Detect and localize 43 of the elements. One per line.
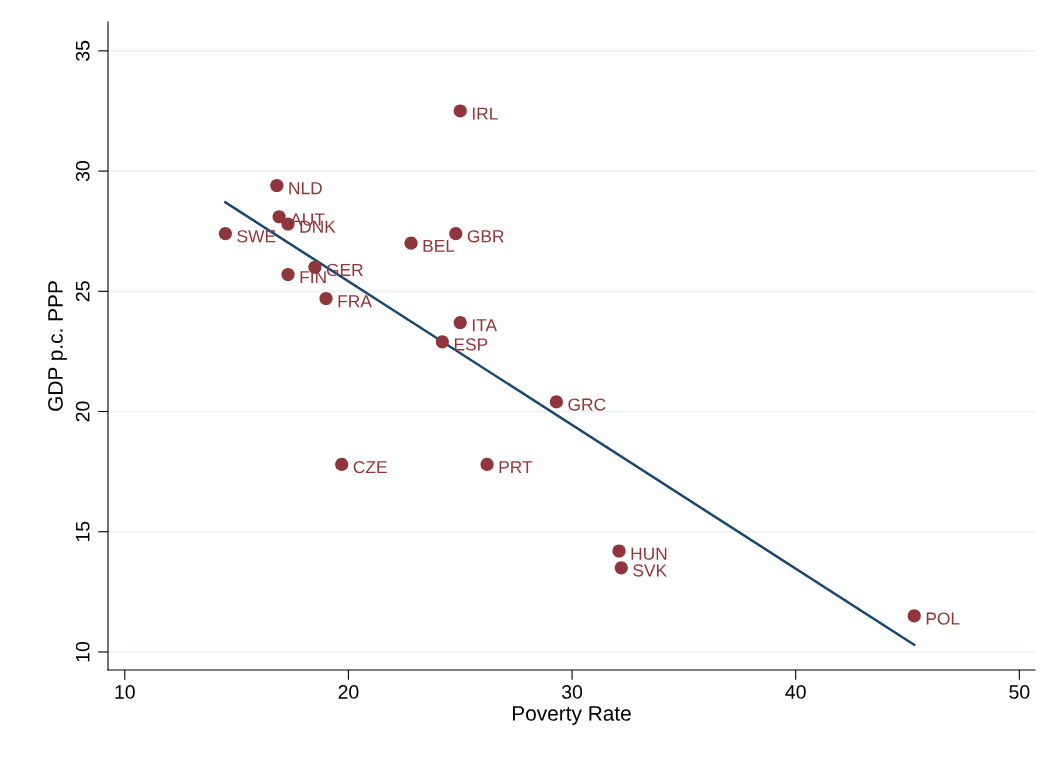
point [453,104,467,118]
annotation: PRT [499,461,533,474]
point [319,291,333,306]
annotation: GBR [467,230,504,243]
y-tick-label: 10 [75,641,90,662]
x-tick-label: 40 [785,685,806,699]
point [612,544,626,558]
y-axis-title: GDP p.c. PPP [48,281,67,411]
y-tick-label: 35 [75,40,90,61]
point [335,457,349,472]
y-tick-label: 20 [75,401,90,422]
x-tick-label: 10 [115,685,135,699]
annotation: GRC [568,398,606,411]
annotation: ITA [472,319,498,332]
point [435,335,449,349]
annotation: FRA [338,295,372,308]
annotation: NLD [289,182,322,195]
point [272,210,286,224]
point [453,315,467,330]
point [907,609,921,623]
point [270,178,284,193]
y-tick-label: 25 [75,281,90,302]
x-tick-label: 30 [561,685,583,699]
point [549,395,563,409]
y-tick-label: 30 [75,161,90,182]
y-tick-label: 15 [76,521,90,542]
annotation: CZE [353,460,387,474]
annotation: SWE [237,230,276,243]
point [480,457,494,472]
annotation: POL [926,612,960,625]
annotation: HUN [631,547,667,560]
point [218,227,232,241]
point [614,561,628,575]
x-tick-label: 50 [1009,685,1030,699]
point [404,236,418,250]
point [449,227,463,241]
point [281,267,295,282]
annotation: ESP [454,338,488,351]
x-axis-title: Poverty Rate [513,706,631,725]
x-tick-label: 20 [338,685,359,699]
annotation: BEL [423,239,455,252]
annotation: SVK [633,564,667,577]
annotation: IRL [472,107,498,120]
